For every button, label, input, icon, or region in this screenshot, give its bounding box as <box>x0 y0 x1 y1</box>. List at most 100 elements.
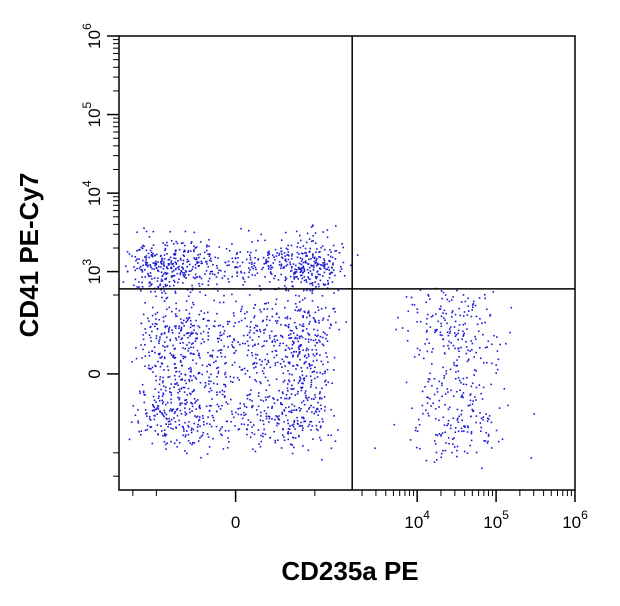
data-point <box>326 236 329 239</box>
data-point <box>286 397 288 400</box>
data-point <box>187 260 190 262</box>
data-point <box>319 425 322 427</box>
data-point <box>302 271 304 274</box>
data-point <box>259 289 262 291</box>
data-point <box>301 274 303 276</box>
data-point <box>163 300 166 302</box>
data-point <box>201 434 204 436</box>
data-point <box>274 275 276 277</box>
data-point <box>311 290 313 292</box>
data-point <box>198 285 201 287</box>
data-point <box>248 267 250 269</box>
data-point <box>206 365 208 368</box>
data-point <box>447 334 450 337</box>
data-point <box>444 393 447 395</box>
data-point <box>156 424 159 426</box>
data-point <box>284 259 286 262</box>
data-point <box>175 325 177 327</box>
data-point <box>213 299 215 302</box>
data-point <box>262 266 264 269</box>
data-point <box>159 336 161 338</box>
data-point <box>188 426 190 428</box>
data-point <box>436 391 439 393</box>
data-point <box>415 446 418 449</box>
data-point <box>276 422 279 424</box>
data-point <box>255 329 258 332</box>
data-point <box>148 354 151 357</box>
data-point <box>159 338 161 341</box>
data-point <box>413 356 416 358</box>
data-point <box>143 227 145 229</box>
data-point <box>287 244 289 247</box>
data-point <box>269 281 271 283</box>
data-point <box>302 349 304 351</box>
data-point <box>309 367 312 370</box>
data-point <box>144 344 146 346</box>
data-point <box>277 423 280 425</box>
data-point <box>317 309 320 311</box>
data-point <box>263 262 266 265</box>
data-point <box>191 427 193 430</box>
data-point <box>447 344 449 347</box>
data-point <box>195 258 198 261</box>
data-point <box>243 405 246 408</box>
data-point <box>158 265 160 268</box>
data-point <box>302 266 305 269</box>
data-point <box>160 425 162 427</box>
data-point <box>189 375 192 378</box>
data-point <box>251 405 253 407</box>
data-point <box>161 280 164 282</box>
data-point <box>170 275 173 278</box>
data-point <box>153 409 155 411</box>
data-point <box>267 359 269 362</box>
data-point <box>330 447 333 450</box>
data-point <box>178 278 180 280</box>
data-point <box>293 446 295 449</box>
data-point <box>188 332 190 334</box>
data-point <box>198 406 201 409</box>
data-point <box>462 315 465 317</box>
data-point <box>481 322 483 325</box>
data-point <box>164 292 167 295</box>
data-point <box>163 385 165 387</box>
data-point <box>156 311 159 314</box>
data-point <box>184 379 186 382</box>
data-point <box>198 282 200 285</box>
data-point <box>480 417 483 420</box>
data-point <box>317 263 320 266</box>
data-point <box>239 407 241 409</box>
data-point <box>180 373 182 375</box>
data-point <box>183 391 186 393</box>
data-point <box>239 343 241 346</box>
data-point <box>122 281 125 283</box>
data-point <box>332 269 335 271</box>
data-point <box>243 272 246 274</box>
data-point <box>180 361 182 363</box>
data-point <box>151 366 154 369</box>
data-point <box>287 428 290 430</box>
data-point <box>273 344 275 347</box>
data-point <box>196 426 199 428</box>
data-point <box>217 257 219 259</box>
data-point <box>261 268 263 271</box>
data-point <box>431 385 433 387</box>
data-point <box>191 289 194 291</box>
data-point <box>196 415 199 418</box>
data-point <box>265 412 268 415</box>
data-point <box>326 334 328 336</box>
data-point <box>311 411 313 413</box>
data-point <box>300 274 302 277</box>
data-point <box>302 427 304 429</box>
data-point <box>187 318 189 320</box>
data-point <box>161 355 163 358</box>
data-point <box>263 340 266 342</box>
data-point <box>307 272 310 274</box>
data-point <box>454 431 457 433</box>
data-point <box>406 340 409 342</box>
data-point <box>410 296 413 299</box>
data-point <box>425 331 428 333</box>
data-point <box>199 253 201 256</box>
data-point <box>233 376 235 379</box>
data-point <box>438 406 440 408</box>
data-point <box>312 254 314 257</box>
